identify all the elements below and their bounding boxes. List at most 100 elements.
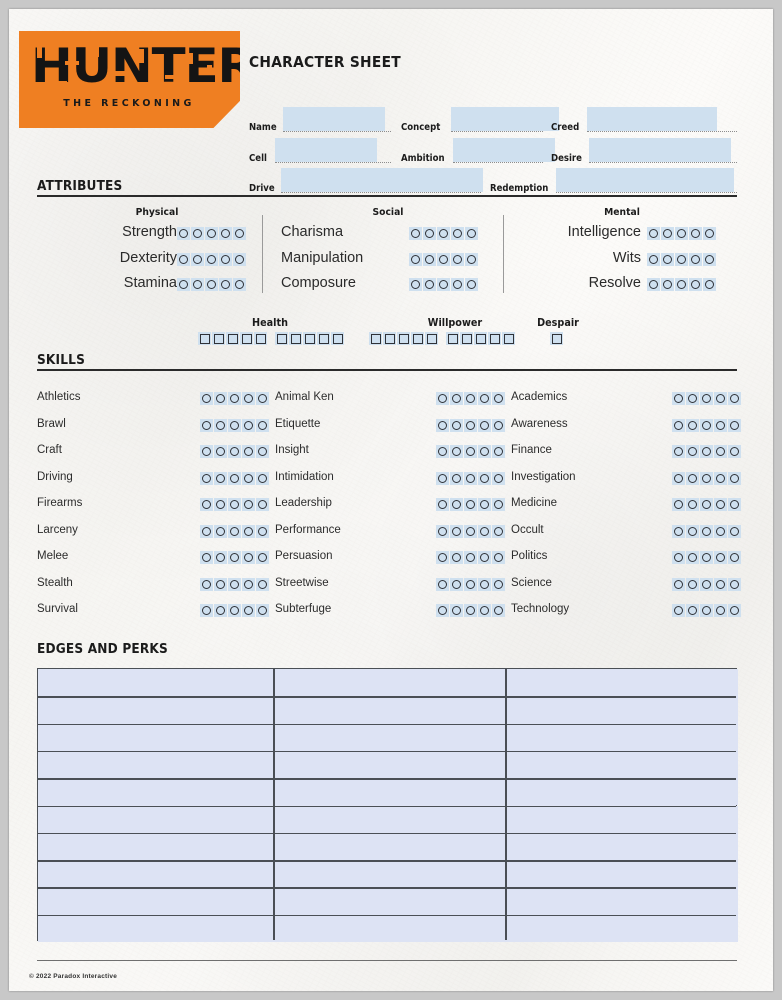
rating-dot[interactable] [647,253,660,266]
rating-dot[interactable] [700,525,713,538]
rating-dot[interactable] [492,445,505,458]
tracker-box[interactable] [383,332,396,345]
rating-dot[interactable] [205,253,218,266]
rating-dot[interactable] [686,392,699,405]
rating-dot[interactable] [450,392,463,405]
tracker-box[interactable] [425,332,438,345]
rating-dot[interactable] [464,498,477,511]
rating-dot[interactable] [700,498,713,511]
rating-dot[interactable] [177,227,190,240]
edges-cell[interactable] [38,887,273,915]
tracker-box[interactable] [550,332,563,345]
rating-dot[interactable] [686,525,699,538]
rating-dot[interactable] [451,253,464,266]
rating-dot[interactable] [228,498,241,511]
rating-dot[interactable] [242,525,255,538]
tracker-box[interactable] [474,332,487,345]
tracker-box[interactable] [397,332,410,345]
rating-dot[interactable] [219,227,232,240]
rating-dot[interactable] [436,525,449,538]
rating-dot[interactable] [675,253,688,266]
rating-dot[interactable] [228,551,241,564]
rating-dot[interactable] [450,604,463,617]
rating-dot[interactable] [728,525,741,538]
rating-dot[interactable] [214,551,227,564]
rating-dot[interactable] [214,445,227,458]
rating-dot[interactable] [436,578,449,591]
rating-dot[interactable] [478,419,491,432]
edges-cell[interactable] [505,914,738,942]
rating-dot[interactable] [450,525,463,538]
rating-dot[interactable] [728,551,741,564]
rating-dot[interactable] [728,578,741,591]
rating-dot[interactable] [478,578,491,591]
rating-dot[interactable] [672,498,685,511]
rating-dot[interactable] [436,445,449,458]
edges-cell[interactable] [273,696,505,724]
field-input-redemption[interactable] [556,168,734,192]
rating-dot[interactable] [686,551,699,564]
rating-dot[interactable] [703,227,716,240]
edges-cell[interactable] [505,723,738,751]
tracker-box[interactable] [331,332,344,345]
rating-dot[interactable] [478,392,491,405]
rating-dot[interactable] [256,525,269,538]
rating-dot[interactable] [436,498,449,511]
rating-dot[interactable] [256,445,269,458]
tracker-box[interactable] [317,332,330,345]
rating-dot[interactable] [242,578,255,591]
edges-cell[interactable] [38,860,273,888]
rating-dot[interactable] [686,472,699,485]
rating-dot[interactable] [200,578,213,591]
tracker-box[interactable] [226,332,239,345]
rating-dot[interactable] [200,498,213,511]
tracker-box[interactable] [446,332,459,345]
rating-dot[interactable] [464,578,477,591]
rating-dot[interactable] [728,498,741,511]
rating-dot[interactable] [492,578,505,591]
rating-dot[interactable] [228,392,241,405]
tracker-box[interactable] [254,332,267,345]
rating-dot[interactable] [661,227,674,240]
rating-dot[interactable] [228,525,241,538]
rating-dot[interactable] [233,253,246,266]
rating-dot[interactable] [409,227,422,240]
tracker-box[interactable] [198,332,211,345]
rating-dot[interactable] [689,227,702,240]
rating-dot[interactable] [177,253,190,266]
rating-dot[interactable] [700,392,713,405]
edges-cell[interactable] [273,832,505,861]
rating-dot[interactable] [672,604,685,617]
edges-cell[interactable] [273,914,505,942]
rating-dot[interactable] [191,253,204,266]
rating-dot[interactable] [478,445,491,458]
rating-dot[interactable] [214,498,227,511]
edges-cell[interactable] [505,860,738,888]
rating-dot[interactable] [451,227,464,240]
rating-dot[interactable] [437,253,450,266]
rating-dot[interactable] [242,604,255,617]
rating-dot[interactable] [492,498,505,511]
rating-dot[interactable] [703,253,716,266]
rating-dot[interactable] [242,551,255,564]
edges-cell[interactable] [273,887,505,915]
rating-dot[interactable] [714,604,727,617]
rating-dot[interactable] [478,551,491,564]
rating-dot[interactable] [661,278,674,291]
rating-dot[interactable] [219,253,232,266]
edges-cell[interactable] [505,750,738,779]
edges-cell[interactable] [273,860,505,888]
rating-dot[interactable] [214,525,227,538]
edges-cell[interactable] [38,832,273,861]
rating-dot[interactable] [205,278,218,291]
rating-dot[interactable] [672,445,685,458]
field-input-name[interactable] [283,107,385,131]
rating-dot[interactable] [478,498,491,511]
rating-dot[interactable] [219,278,232,291]
rating-dot[interactable] [647,227,660,240]
edges-cell[interactable] [38,778,273,806]
rating-dot[interactable] [191,227,204,240]
rating-dot[interactable] [714,525,727,538]
rating-dot[interactable] [214,472,227,485]
rating-dot[interactable] [214,392,227,405]
